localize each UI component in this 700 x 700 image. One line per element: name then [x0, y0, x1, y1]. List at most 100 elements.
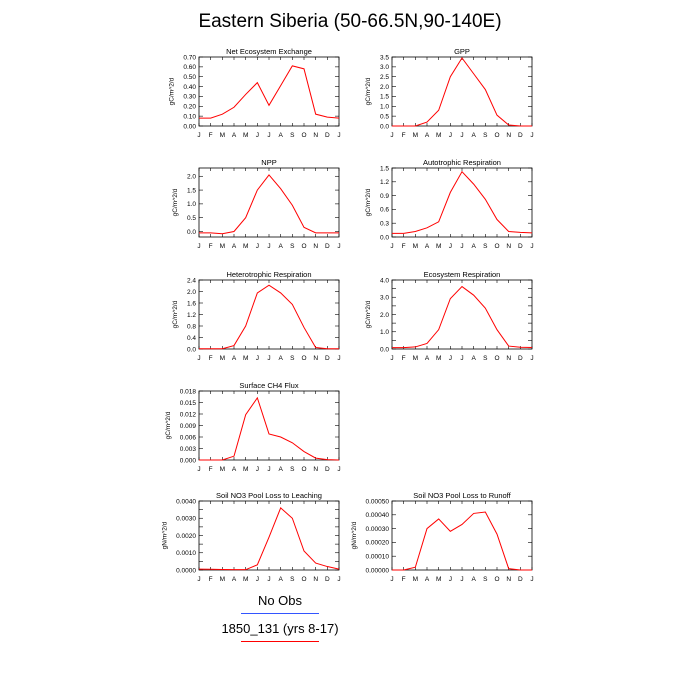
chart-panel: J F M A M J J A S O N D J0.00.30.60.91.21.5Autotroph…: [365, 158, 533, 250]
y-axis-label: gC/m^2/d: [169, 77, 176, 105]
y-tick-label: 0.009: [180, 423, 197, 430]
x-tick-label: D: [325, 355, 330, 362]
x-tick-label: J: [267, 132, 270, 139]
plot-frame: [198, 279, 340, 350]
x-tick-label: A: [471, 243, 476, 250]
panel-title: Surface CH4 Flux: [239, 381, 298, 390]
x-tick-label: J: [256, 132, 259, 139]
plot-frame: [391, 500, 533, 571]
y-axis-label: gN/m^2/d: [351, 521, 358, 549]
y-tick-label: 0.015: [180, 400, 197, 407]
x-tick-label: N: [313, 243, 318, 250]
panel-title: Soil NO3 Pool Loss to Leaching: [216, 491, 322, 500]
y-axis-label: gC/m^2/d: [172, 300, 179, 328]
y-tick-label: 0.0000: [176, 567, 196, 574]
panel-title: Heterotrophic Respiration: [226, 270, 311, 279]
y-tick-label: 0.0: [380, 234, 389, 241]
x-tick-label: J: [449, 132, 452, 139]
chart-panel: J F M A M J J A S O N D J0.00000.00100.00200.00300.0…: [161, 491, 340, 583]
x-tick-label: S: [290, 355, 295, 362]
y-tick-label: 0.0: [187, 346, 196, 353]
legend-label: No Obs: [257, 593, 303, 608]
x-tick-label: S: [483, 576, 488, 583]
plot-frame: [198, 390, 340, 461]
legend: No Obs 1850_131 (yrs 8-17): [200, 592, 360, 648]
x-tick-label: J: [449, 576, 452, 583]
x-tick-label: M: [220, 132, 225, 139]
x-tick-label: M: [243, 132, 248, 139]
x-tick-label: A: [232, 243, 237, 250]
x-tick-label: A: [425, 355, 430, 362]
x-tick-label: D: [325, 132, 330, 139]
x-tick-label: A: [232, 355, 237, 362]
x-tick-label: F: [209, 466, 213, 473]
y-tick-label: 4.0: [380, 277, 389, 284]
series-line: [199, 174, 339, 235]
y-tick-label: 1.5: [187, 187, 196, 194]
x-tick-label: F: [402, 576, 406, 583]
y-tick-label: 1.2: [187, 312, 196, 319]
x-tick-label: A: [232, 132, 237, 139]
x-tick-label: A: [232, 576, 237, 583]
x-tick-label: A: [278, 243, 283, 250]
x-tick-label: S: [290, 243, 295, 250]
x-tick-label: M: [436, 355, 441, 362]
x-tick-label: J: [256, 576, 259, 583]
x-tick-label: M: [413, 243, 418, 250]
x-tick-label: D: [518, 243, 523, 250]
x-tick-label: O: [301, 243, 306, 250]
series-line: [392, 170, 533, 234]
x-tick-label: S: [483, 243, 488, 250]
y-tick-label: 0.012: [180, 411, 197, 418]
x-tick-label: M: [413, 355, 418, 362]
x-tick-label: J: [390, 576, 393, 583]
x-tick-label: A: [278, 132, 283, 139]
x-tick-label: N: [506, 576, 511, 583]
y-tick-label: 0.40: [183, 84, 196, 91]
legend-swatch: [241, 613, 319, 614]
x-tick-label: F: [209, 132, 213, 139]
y-tick-label: 1.6: [187, 300, 196, 307]
legend-entry-no-obs: No Obs: [200, 592, 360, 620]
x-tick-label: J: [267, 466, 270, 473]
x-tick-label: M: [436, 132, 441, 139]
panel-title: NPP: [261, 158, 276, 167]
y-tick-label: 2.0: [187, 289, 196, 296]
x-tick-label: M: [413, 576, 418, 583]
y-tick-label: 0.6: [380, 207, 389, 214]
y-tick-label: 0.0020: [176, 533, 196, 540]
y-tick-label: 0.003: [180, 446, 197, 453]
x-tick-label: J: [530, 576, 533, 583]
y-tick-label: 0.5: [380, 113, 389, 120]
y-tick-label: 0.000: [180, 457, 197, 464]
x-tick-label: D: [518, 355, 523, 362]
x-tick-label: S: [290, 466, 295, 473]
y-tick-label: 0.10: [183, 113, 196, 120]
panel-title: Soil NO3 Pool Loss to Runoff: [413, 491, 511, 500]
x-tick-label: A: [278, 466, 283, 473]
y-tick-label: 0.0: [380, 123, 389, 130]
x-tick-label: A: [425, 576, 430, 583]
x-tick-label: J: [256, 355, 259, 362]
x-tick-label: A: [471, 355, 476, 362]
x-tick-label: J: [460, 132, 463, 139]
x-tick-label: O: [494, 243, 499, 250]
y-tick-label: 0.00040: [366, 512, 390, 519]
chart-panel: J F M A M J J A S O N D J0.000.100.200.300.400.500.6…: [169, 47, 341, 139]
legend-entry-model: 1850_131 (yrs 8-17): [200, 620, 360, 648]
x-tick-label: N: [313, 355, 318, 362]
x-tick-label: J: [390, 243, 393, 250]
x-tick-label: M: [243, 466, 248, 473]
x-tick-label: M: [243, 355, 248, 362]
y-tick-label: 0.00000: [366, 567, 390, 574]
x-tick-label: J: [256, 466, 259, 473]
x-tick-label: M: [243, 243, 248, 250]
x-tick-label: O: [301, 132, 306, 139]
x-tick-label: S: [483, 132, 488, 139]
x-tick-label: F: [402, 243, 406, 250]
x-tick-label: J: [197, 466, 200, 473]
y-tick-label: 0.3: [380, 221, 389, 228]
